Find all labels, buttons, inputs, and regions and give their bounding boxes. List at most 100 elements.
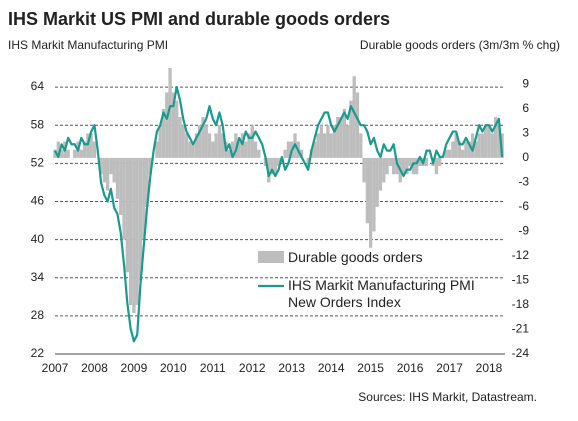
bar — [250, 125, 254, 158]
bar — [270, 157, 274, 175]
x-tick-label: 2015 — [357, 361, 384, 375]
bar — [352, 76, 356, 158]
bar — [257, 149, 261, 158]
x-tick-label: 2009 — [121, 361, 148, 375]
bar — [306, 157, 310, 167]
bar — [237, 141, 241, 158]
bar — [313, 141, 317, 158]
bar — [240, 133, 245, 158]
bar — [214, 133, 218, 158]
y-tick-label: 22 — [31, 346, 45, 360]
bar — [283, 149, 287, 158]
bar — [122, 157, 126, 240]
bar — [319, 125, 323, 158]
x-tick-label: 2018 — [476, 361, 503, 375]
bar — [234, 133, 238, 158]
bar — [221, 133, 225, 158]
bar — [467, 141, 471, 158]
x-tick-label: 2016 — [397, 361, 424, 375]
bar — [336, 117, 340, 158]
bar — [355, 92, 360, 158]
y-tick-label: 34 — [31, 270, 45, 284]
bar — [457, 141, 462, 158]
bar — [362, 157, 366, 183]
y2-tick-label: -24 — [512, 346, 530, 360]
source-note: Sources: IHS Markit, Datastream. — [358, 390, 537, 404]
y-tick-label: 28 — [31, 308, 45, 322]
bar — [53, 149, 57, 158]
bar — [184, 133, 189, 158]
y2-tick-label: -9 — [518, 224, 529, 238]
bar — [161, 108, 166, 158]
bar — [204, 125, 208, 158]
bar — [464, 141, 468, 158]
y2-axis-label: Durable goods orders (3m/3m % chg) — [360, 38, 560, 52]
bar — [484, 125, 488, 158]
bar — [155, 141, 159, 158]
bar — [470, 133, 475, 158]
bar — [178, 117, 182, 158]
bar — [378, 157, 383, 191]
bar — [92, 141, 97, 158]
bar — [408, 157, 412, 167]
bar — [66, 149, 70, 158]
bar — [487, 125, 491, 158]
bar — [405, 157, 409, 175]
x-tick-label: 2017 — [436, 361, 463, 375]
bar — [329, 133, 333, 158]
bar — [247, 133, 251, 158]
bar — [188, 141, 192, 158]
bar — [73, 149, 77, 158]
x-tick-label: 2014 — [318, 361, 345, 375]
x-tick-label: 2008 — [81, 361, 108, 375]
bar — [181, 125, 185, 158]
bar — [415, 157, 419, 175]
bar — [158, 125, 162, 158]
bar — [125, 157, 129, 273]
bar — [326, 125, 330, 158]
y-tick-label: 58 — [31, 117, 45, 131]
bar — [115, 157, 120, 199]
bar — [171, 92, 176, 158]
bar — [299, 149, 304, 158]
bar — [119, 157, 123, 216]
bar — [89, 133, 93, 158]
bar — [201, 117, 205, 158]
bar — [273, 157, 277, 175]
bar — [411, 157, 416, 175]
bar — [168, 68, 172, 158]
bar — [79, 149, 83, 158]
bar — [368, 157, 373, 248]
bar — [132, 157, 136, 314]
bar — [99, 157, 103, 175]
bar — [145, 157, 149, 207]
bar — [490, 133, 494, 158]
bar — [372, 157, 376, 232]
bar — [322, 133, 327, 158]
bar — [480, 133, 485, 158]
y2-tick-label: -12 — [512, 248, 530, 262]
bar — [86, 133, 90, 158]
bar — [454, 133, 458, 158]
bar — [207, 133, 212, 158]
bar — [461, 149, 465, 158]
y-tick-label: 52 — [31, 156, 45, 170]
y-axis-label: IHS Markit Manufacturing PMI — [8, 38, 168, 52]
bar — [165, 92, 169, 158]
bar — [349, 100, 353, 158]
legend-swatch — [258, 251, 284, 263]
bar — [375, 157, 379, 207]
bar — [112, 157, 116, 183]
bar — [424, 157, 429, 167]
bar — [217, 125, 222, 158]
bar — [493, 117, 498, 158]
bar — [56, 141, 60, 158]
x-tick-label: 2012 — [239, 361, 266, 375]
y2-tick-label: -15 — [512, 273, 530, 287]
bar — [332, 125, 337, 158]
bar — [316, 133, 320, 158]
bar — [138, 157, 143, 281]
bar — [59, 149, 64, 158]
